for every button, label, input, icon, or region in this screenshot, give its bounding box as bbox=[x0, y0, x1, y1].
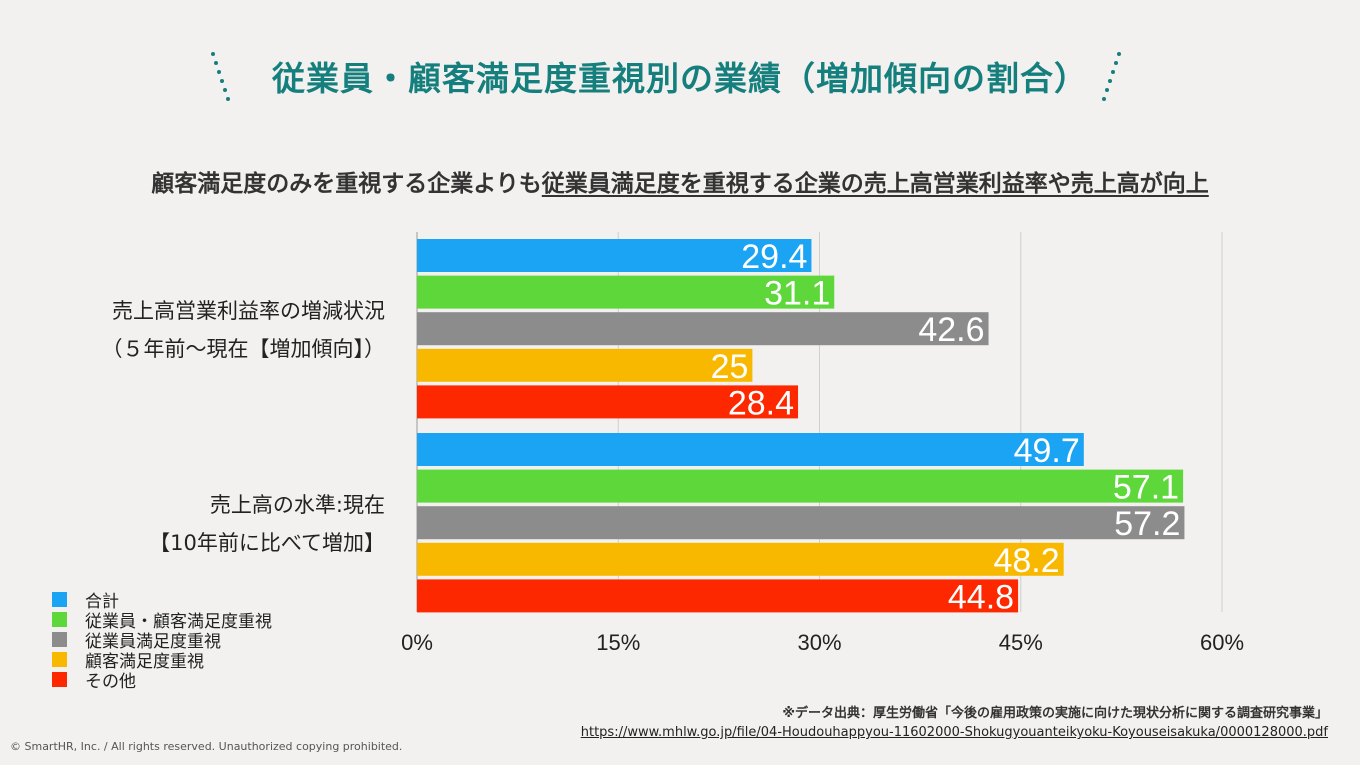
right-sparkle-decoration bbox=[1102, 52, 1121, 101]
legend-swatch bbox=[52, 611, 67, 627]
bar bbox=[417, 239, 812, 272]
category-label-line: （５年前〜現在【増加傾向】） bbox=[101, 337, 386, 361]
bar bbox=[417, 579, 1019, 613]
bar-value-label: 28.4 bbox=[728, 384, 794, 422]
bar bbox=[417, 385, 799, 419]
category-label-line: 【10年前に比べて増加】 bbox=[149, 531, 385, 555]
x-tick-label: 15% bbox=[596, 630, 640, 655]
bar-value-label: 31.1 bbox=[764, 275, 830, 313]
legend-label: その他 bbox=[85, 671, 136, 692]
bar bbox=[417, 469, 1184, 503]
legend-item-employee: 従業員満足度重視 bbox=[52, 629, 272, 652]
legend-label: 従業員・顧客満足度重視 bbox=[85, 611, 272, 632]
copyright-notice: © SmartHR, Inc. / All rights reserved. U… bbox=[10, 740, 403, 753]
legend-label: 従業員満足度重視 bbox=[85, 631, 221, 652]
legend-swatch bbox=[52, 631, 67, 647]
legend: 合計 従業員・顧客満足度重視 従業員満足度重視 顧客満足度重視 その他 bbox=[52, 589, 272, 692]
x-tick-label: 45% bbox=[999, 630, 1043, 655]
left-sparkle-decoration bbox=[211, 52, 230, 101]
legend-item-total: 合計 bbox=[52, 589, 272, 612]
source-citation: ※データ出典：厚生労働省「今後の雇用政策の実施に向けた現状分析に関する調査研究事… bbox=[581, 704, 1328, 742]
x-tick-label: 60% bbox=[1200, 630, 1244, 655]
subtitle-plain: 顧客満足度のみを重視する企業よりも bbox=[151, 171, 542, 197]
bar-value-label: 42.6 bbox=[918, 311, 984, 349]
bar bbox=[417, 542, 1064, 576]
bar-value-label: 48.2 bbox=[993, 542, 1059, 580]
bar bbox=[417, 348, 753, 382]
legend-label: 合計 bbox=[85, 591, 119, 612]
category-label-operating-margin: 売上高営業利益率の増減状況 （５年前〜現在【増加傾向】） bbox=[40, 292, 386, 368]
legend-swatch bbox=[52, 591, 67, 607]
category-label-line: 売上高の水準:現在 bbox=[209, 493, 385, 517]
bar-value-label: 25 bbox=[711, 348, 749, 386]
legend-swatch bbox=[52, 651, 67, 667]
bar-value-label: 49.7 bbox=[1014, 432, 1080, 470]
legend-swatch bbox=[52, 671, 67, 687]
source-url[interactable]: https://www.mhlw.go.jp/file/04-Houdouhap… bbox=[580, 725, 1328, 740]
x-tick-label: 30% bbox=[797, 630, 841, 655]
page-title: 従業員・顧客満足度重視別の業績（増加傾向の割合） bbox=[272, 59, 1088, 98]
category-label-sales-level: 売上高の水準:現在 【10年前に比べて増加】 bbox=[40, 486, 385, 562]
legend-label: 顧客満足度重視 bbox=[85, 651, 204, 672]
category-label-line: 売上高営業利益率の増減状況 bbox=[112, 299, 385, 323]
subtitle: 顧客満足度のみを重視する企業よりも従業員満足度を重視する企業の売上高営業利益率や… bbox=[0, 164, 1360, 198]
bar-value-label: 57.2 bbox=[1114, 505, 1180, 543]
bar-value-label: 29.4 bbox=[741, 238, 807, 276]
bar bbox=[417, 433, 1084, 466]
source-note: ※データ出典：厚生労働省「今後の雇用政策の実施に向けた現状分析に関する調査研究事… bbox=[782, 706, 1328, 721]
subtitle-underlined: 従業員満足度を重視する企業の売上高営業利益率や売上高が向上 bbox=[541, 171, 1209, 197]
legend-item-employee-customer: 従業員・顧客満足度重視 bbox=[52, 609, 272, 632]
bar-value-label: 57.1 bbox=[1113, 469, 1179, 507]
legend-item-customer: 顧客満足度重視 bbox=[52, 649, 272, 672]
legend-item-other: その他 bbox=[52, 669, 272, 692]
bar bbox=[417, 275, 835, 309]
bar bbox=[417, 506, 1185, 540]
bar-value-label: 44.8 bbox=[948, 578, 1014, 616]
bar bbox=[417, 312, 989, 346]
x-tick-label: 0% bbox=[401, 630, 433, 655]
